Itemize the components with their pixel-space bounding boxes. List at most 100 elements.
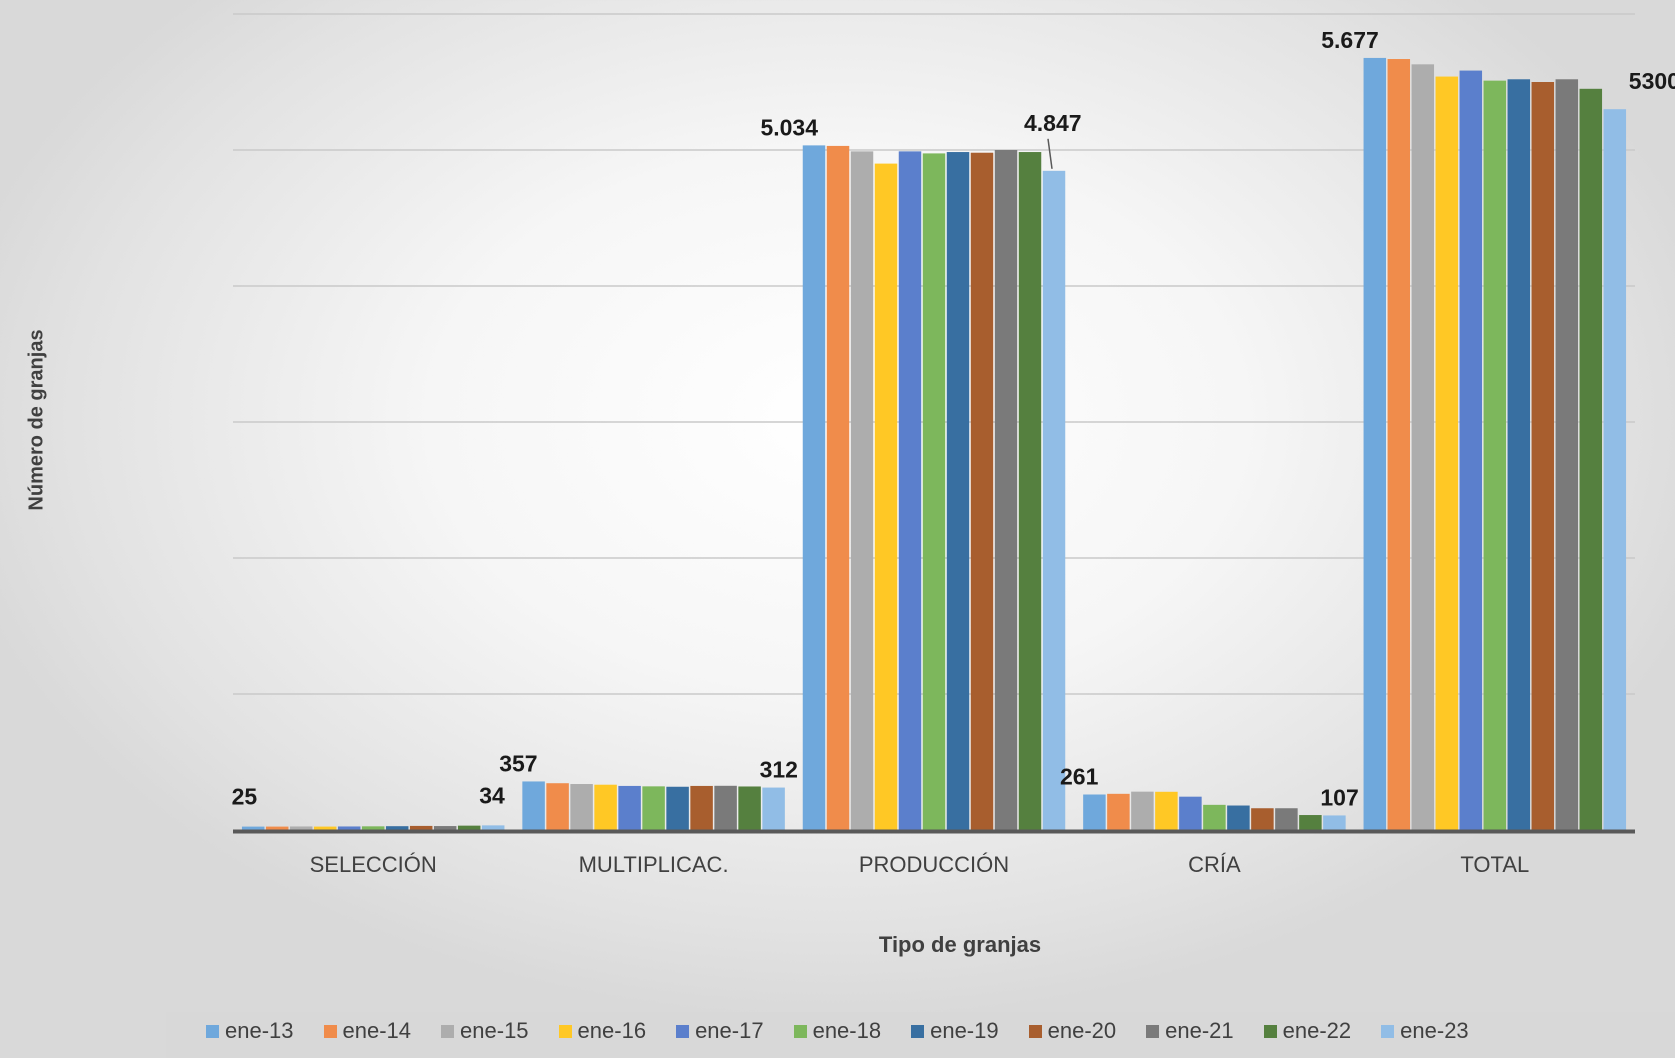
legend-item: ene-15	[441, 1018, 529, 1044]
legend-swatch	[676, 1024, 690, 1038]
bar	[433, 826, 457, 830]
x-tick-label: TOTAL	[1460, 852, 1529, 877]
bar	[1531, 82, 1555, 830]
legend-swatch	[1381, 1024, 1395, 1038]
legend-label: ene-21	[1165, 1018, 1234, 1043]
legend-swatch	[323, 1024, 337, 1038]
bar	[1483, 80, 1507, 830]
bar	[850, 151, 874, 831]
legend-label: ene-13	[225, 1018, 294, 1043]
legend-label: ene-14	[342, 1018, 412, 1043]
legend-swatch	[1146, 1024, 1160, 1038]
data-label: 5.677	[1321, 27, 1379, 53]
bar	[361, 826, 385, 830]
legend-swatch	[441, 1024, 455, 1038]
bar	[714, 785, 737, 830]
legend-item: ene-19	[911, 1018, 999, 1044]
legend-item: ene-14	[323, 1018, 412, 1044]
bar	[1579, 88, 1603, 831]
legend-swatch	[558, 1024, 572, 1038]
bar	[570, 784, 593, 830]
legend-swatch	[1263, 1024, 1277, 1038]
bar	[922, 153, 946, 830]
bar	[1363, 57, 1387, 831]
bar	[762, 787, 785, 830]
bar	[522, 781, 545, 830]
bar	[1459, 70, 1483, 831]
bar	[1411, 64, 1435, 830]
legend-item: ene-17	[676, 1018, 764, 1044]
bar	[618, 785, 641, 830]
bar	[642, 786, 665, 830]
bar	[1299, 815, 1322, 830]
data-label: 5.034	[760, 114, 818, 140]
legend-label: ene-22	[1282, 1018, 1352, 1043]
bar	[666, 786, 689, 830]
bar	[1179, 796, 1202, 830]
legend-item: ene-13	[206, 1018, 294, 1044]
data-label: 107	[1320, 784, 1358, 810]
data-label: 5300	[1629, 68, 1675, 94]
bar	[1203, 804, 1226, 830]
legend-label: ene-16	[577, 1018, 647, 1043]
x-axis-title: Tipo de granjas	[878, 932, 1042, 957]
bar	[898, 151, 922, 831]
bar	[313, 826, 337, 830]
legend-label: ene-23	[1400, 1018, 1469, 1043]
bar	[1131, 791, 1154, 830]
bar	[1435, 76, 1459, 830]
bar	[874, 163, 898, 831]
bar	[289, 826, 313, 830]
bar	[1603, 109, 1627, 830]
bar	[1155, 791, 1178, 830]
legend-label: ene-18	[812, 1018, 882, 1043]
bar	[738, 786, 761, 830]
bar	[946, 152, 970, 831]
legend-item: ene-18	[793, 1018, 882, 1044]
legend-item: ene-22	[1263, 1018, 1352, 1044]
bar	[994, 150, 1018, 830]
bar	[594, 784, 617, 830]
bar	[1555, 79, 1579, 830]
bar	[1251, 808, 1274, 830]
bar	[481, 825, 505, 830]
bar	[1275, 808, 1298, 830]
bar	[546, 783, 569, 830]
data-label: 312	[760, 757, 798, 783]
data-label: 34	[479, 782, 505, 808]
data-label: 357	[499, 750, 537, 776]
legend: ene-13 ene-14 ene-15 ene-16 ene-17 ene-18 ene-…	[166, 1012, 1675, 1058]
bar	[1083, 794, 1106, 830]
bar	[457, 825, 481, 830]
legend-item: ene-23	[1381, 1018, 1469, 1044]
legend-swatch	[911, 1024, 925, 1038]
legend-swatch	[206, 1024, 219, 1038]
legend-label: ene-19	[930, 1018, 999, 1043]
bar	[409, 825, 433, 830]
bar	[690, 785, 713, 830]
bar	[265, 826, 289, 830]
bar	[241, 826, 265, 830]
x-tick-label: SELECCIÓN	[310, 852, 437, 877]
x-tick-label: MULTIPLICAC.	[579, 852, 729, 877]
legend-label: ene-15	[460, 1018, 529, 1043]
bar	[1042, 170, 1066, 831]
legend-label: ene-17	[695, 1018, 764, 1043]
data-label: 4.847	[1024, 110, 1082, 136]
bar	[1323, 815, 1346, 830]
bar	[1507, 79, 1531, 830]
bar	[1107, 793, 1130, 830]
bar	[1018, 152, 1042, 831]
x-tick-label: PRODUCCIÓN	[859, 852, 1009, 877]
y-axis-title-text: Número de granjas	[25, 329, 48, 511]
bar	[826, 145, 850, 831]
legend-item: ene-20	[1028, 1018, 1116, 1044]
x-tick-label: CRÍA	[1188, 852, 1241, 877]
legend-swatch	[1028, 1024, 1042, 1038]
bar	[802, 145, 826, 831]
legend-items: ene-13 ene-14 ene-15 ene-16 ene-17 ene-18 ene-…	[206, 1018, 1499, 1044]
data-label: 261	[1060, 764, 1099, 790]
legend-item: ene-16	[558, 1018, 647, 1044]
data-label-leader	[1047, 138, 1053, 169]
